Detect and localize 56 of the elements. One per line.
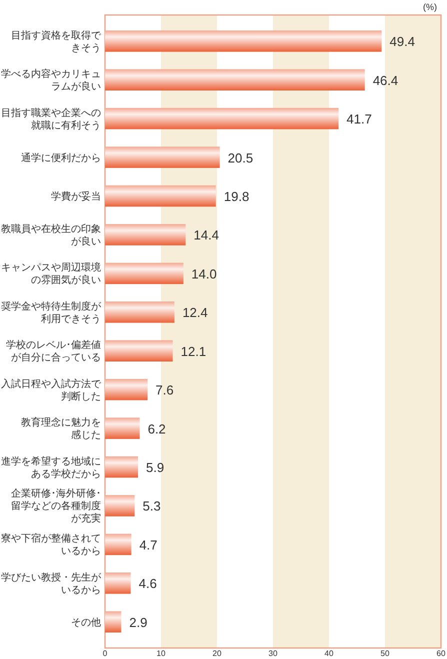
data-label: 41.7	[346, 112, 372, 127]
data-label: 20.5	[228, 150, 254, 166]
data-label: 7.6	[156, 382, 174, 398]
bar	[105, 418, 140, 439]
bar	[105, 572, 131, 594]
y-tick-label: 奨学金や特待生制度が利用できそう	[1, 300, 102, 325]
data-label: 4.6	[138, 576, 157, 592]
bar	[105, 69, 365, 90]
y-tick-label: 寮や下宿が整備されているから	[1, 532, 101, 558]
bar	[105, 340, 173, 362]
y-tick-label: 進学を希望する地域にある学校だから	[1, 455, 101, 480]
bar	[105, 224, 186, 246]
y-tick-label: 入試日程や入試方法で判断した	[1, 378, 102, 402]
data-label: 6.2	[148, 421, 166, 436]
bar	[105, 456, 138, 478]
y-tick-label: 通学に便利だから	[21, 152, 101, 164]
data-label: 46.4	[372, 72, 398, 88]
x-tick-label: 0	[102, 649, 108, 658]
y-tick-label: 目指す資格を取得できそう	[11, 29, 102, 54]
bar	[105, 301, 174, 323]
y-tick-label: 学費が妥当	[51, 190, 101, 202]
bar	[105, 146, 220, 168]
data-label: 12.1	[180, 344, 206, 359]
x-tick-label: 50	[380, 649, 390, 658]
y-tick-label: 企業研修･海外研修･留学などの各種制度が充実	[11, 488, 101, 525]
data-label: 12.4	[182, 305, 208, 320]
x-tick-label: 20	[212, 649, 222, 658]
y-tick-label: 教職員や在校生の印象が良い	[1, 222, 101, 248]
bar	[105, 30, 382, 52]
data-label: 5.9	[146, 460, 164, 476]
bar	[105, 534, 132, 556]
y-tick-label: キャンパスや周辺環境の雰囲気が良い	[1, 262, 101, 286]
y-tick-label: その他	[71, 616, 101, 628]
data-label: 4.7	[139, 537, 158, 552]
bar	[105, 185, 216, 207]
x-tick-label: 60	[436, 649, 446, 658]
data-label: 14.0	[191, 266, 217, 282]
data-label: 49.4	[390, 34, 415, 50]
data-label: 2.9	[129, 614, 148, 630]
data-label: 14.4	[194, 228, 219, 243]
y-tick-label: 教育理念に魅力を感じた	[21, 416, 101, 442]
y-tick-label: 学びたい教授・先生がいるから	[1, 571, 102, 596]
bar	[105, 611, 122, 633]
x-tick-label: 10	[156, 649, 166, 658]
data-label: 19.8	[224, 188, 250, 204]
bar	[105, 108, 339, 130]
y-tick-label: 目指す職業や企業への就職に有利そう	[1, 106, 101, 132]
x-axis-title: (%)	[423, 2, 437, 12]
x-tick-label: 30	[268, 649, 278, 658]
y-tick-label: 学校のレベル･偏差値が自分に合っている	[6, 339, 101, 364]
x-tick-label: 40	[324, 649, 334, 658]
bar	[105, 495, 135, 516]
data-label: 5.3	[142, 498, 161, 514]
bar	[105, 378, 148, 400]
bar	[105, 262, 184, 284]
y-tick-label: 学べる内容やカリキュラムが良い	[1, 68, 101, 93]
